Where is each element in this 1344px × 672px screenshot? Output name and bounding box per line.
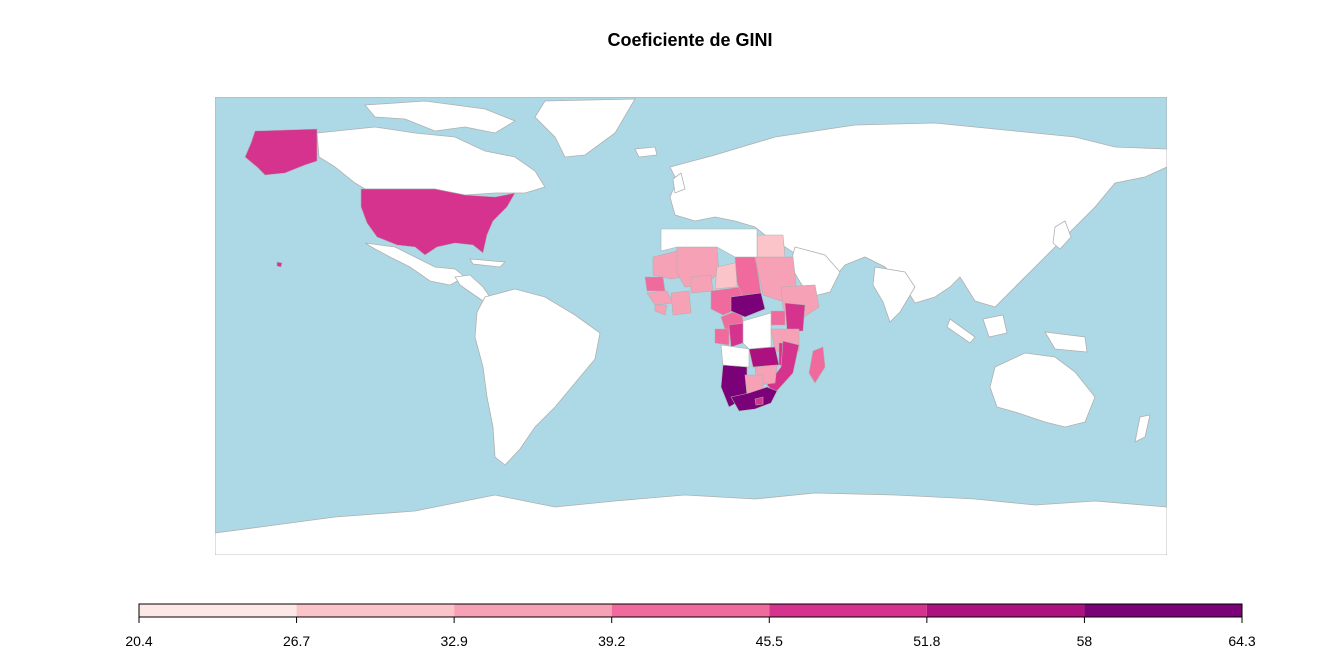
region-senegal [644,276,666,292]
legend-break-label: 32.9 [441,633,468,649]
uk [672,172,686,194]
antarctica [215,492,1167,555]
legend-break-label: 58 [1077,633,1093,649]
region-gabon [714,328,730,346]
cuba [469,258,506,268]
africa-north-blank [660,228,758,258]
legend-break-label: 64.3 [1228,633,1255,649]
legend-break-label: 39.2 [598,633,625,649]
region-sierra-leone [654,304,668,316]
eurasia [669,122,1167,308]
legend-bin [454,604,612,617]
legend-frame [138,603,1243,618]
region-kenya [784,302,806,332]
legend-break-label: 51.8 [913,633,940,649]
south-america [474,288,601,466]
australia [989,352,1096,428]
region-burkina-faso [690,274,714,294]
japan [1052,220,1072,250]
region-car [730,292,766,318]
legend-bin [1084,604,1242,617]
map-title: Coeficiente de GINI [607,30,773,50]
region-cote-divoire [670,290,692,316]
region-uganda [770,310,786,326]
world-map [215,97,1167,555]
legend-break-label: 26.7 [283,633,310,649]
legend-bin [296,604,455,617]
legend-bin [139,604,297,617]
indonesia-sumatra [946,318,976,344]
iceland [634,146,658,158]
legend-bin [769,604,927,617]
legend-bin [926,604,1085,617]
greenland [534,98,636,158]
color-legend: 20.4 26.7 32.9 39.2 45.5 51.8 58 64.3 [125,603,1256,649]
legend-break-label: 20.4 [125,633,152,649]
region-lesotho [754,396,764,406]
region-egypt [756,234,786,258]
new-guinea [1044,331,1088,353]
canada [316,126,546,196]
legend-bin [611,604,770,617]
region-hawaii [276,261,283,268]
region-alaska [244,128,318,176]
region-south-africa [730,386,778,412]
arctic-islands [364,100,516,134]
region-zambia [748,346,780,368]
region-usa [360,188,516,256]
region-congo [728,322,746,348]
africa-drc-blank [742,312,772,350]
region-madagascar [808,346,826,384]
africa-angola-blank [720,344,750,368]
india [872,266,916,323]
legend-break-label: 45.5 [756,633,783,649]
indonesia-borneo [982,314,1008,338]
new-zealand [1134,414,1151,443]
